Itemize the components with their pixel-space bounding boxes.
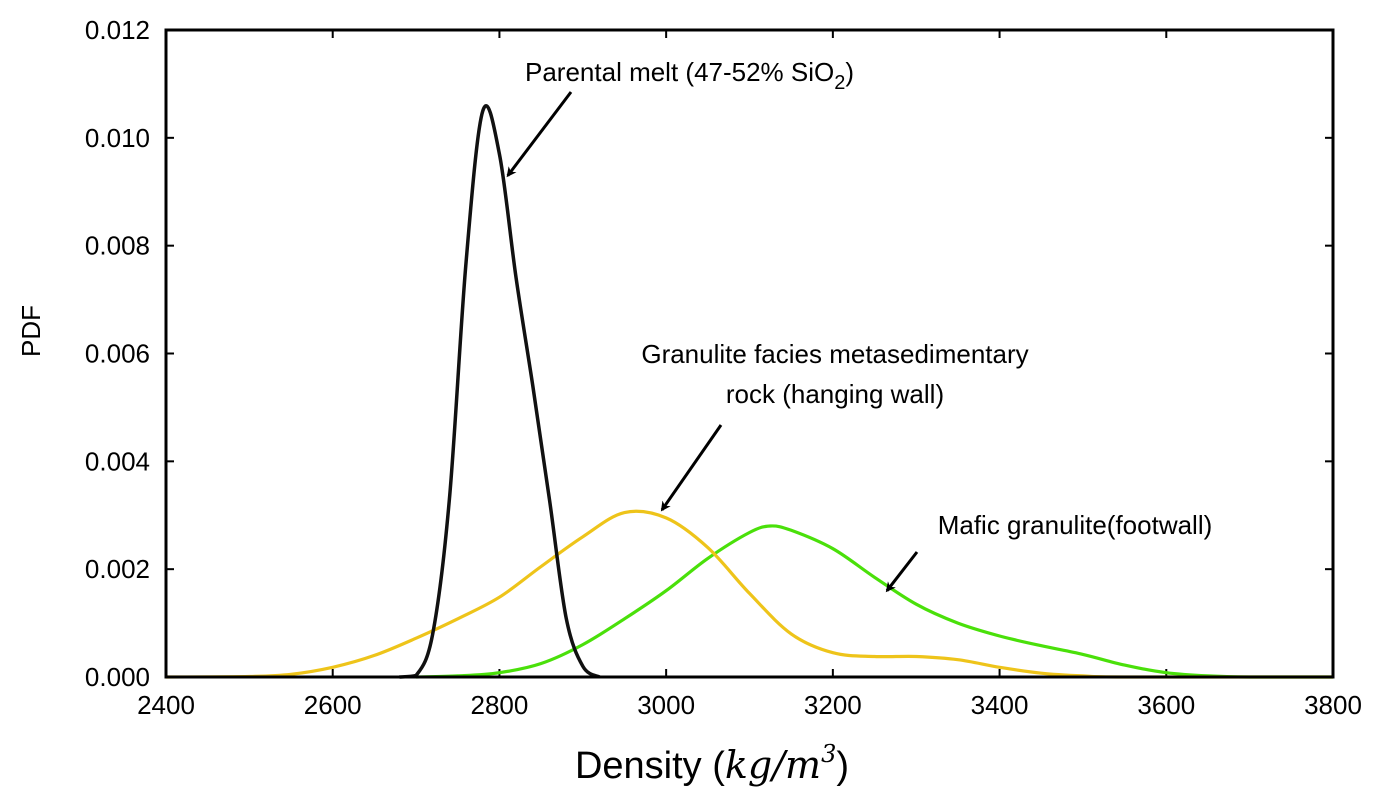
x-tick-label: 3000 (637, 690, 695, 720)
x-tick-label: 2800 (471, 690, 529, 720)
x-tick-label: 2400 (137, 690, 195, 720)
x-axis-ticks: 2400 2600 2800 3000 3200 3400 3600 3800 (137, 30, 1362, 720)
annotation-parental-melt: Parental melt (47-52% SiO2) (506, 57, 854, 178)
x-axis-title: Density (kg/m3) (575, 740, 849, 787)
y-tick-label: 0.002 (85, 554, 150, 584)
series-line-mafic-granulite (416, 524, 1333, 679)
annotation-mafic-granulite-label: Mafic granulite(footwall) (938, 510, 1213, 540)
x-tick-label: 3400 (971, 690, 1029, 720)
series-line-parental-melt (399, 104, 601, 679)
annotation-arrow (506, 91, 573, 178)
y-tick-label: 0.010 (85, 123, 150, 153)
x-tick-label: 3600 (1137, 690, 1195, 720)
y-tick-label: 0.000 (85, 662, 150, 692)
plot-frame (164, 28, 1335, 679)
x-axis-unit: kg/m (725, 743, 821, 787)
annotation-arrow (660, 424, 723, 512)
annotation-granulite-line-2: rock (hanging wall) (726, 379, 944, 409)
x-tick-label: 3200 (804, 690, 862, 720)
annotation-granulite-line-1: Granulite facies metasedimentary (641, 339, 1028, 369)
y-axis-title: PDF (16, 305, 46, 357)
x-tick-label: 2600 (304, 690, 362, 720)
y-tick-label: 0.004 (85, 446, 150, 476)
annotation-parental-melt-label: Parental melt (47-52% SiO2) (525, 57, 854, 94)
annotation-granulite-metasedimentary: Granulite facies metasedimentary rock (h… (641, 339, 1029, 512)
x-axis-title-text: Density (575, 745, 702, 787)
x-tick-label: 3800 (1304, 690, 1362, 720)
annotation-arrow (885, 551, 919, 593)
y-tick-label: 0.006 (85, 339, 150, 369)
y-tick-label: 0.012 (85, 15, 150, 45)
series-layer (165, 104, 1333, 679)
y-tick-label: 0.008 (85, 231, 150, 261)
annotation-mafic-granulite: Mafic granulite(footwall) (885, 510, 1213, 593)
series-line-granulite-metasedimentary (165, 509, 1333, 679)
x-axis-unit-exponent: 3 (821, 740, 836, 768)
y-axis-ticks: 0.000 0.002 0.004 0.006 0.008 0.010 0.012 (85, 15, 1333, 692)
